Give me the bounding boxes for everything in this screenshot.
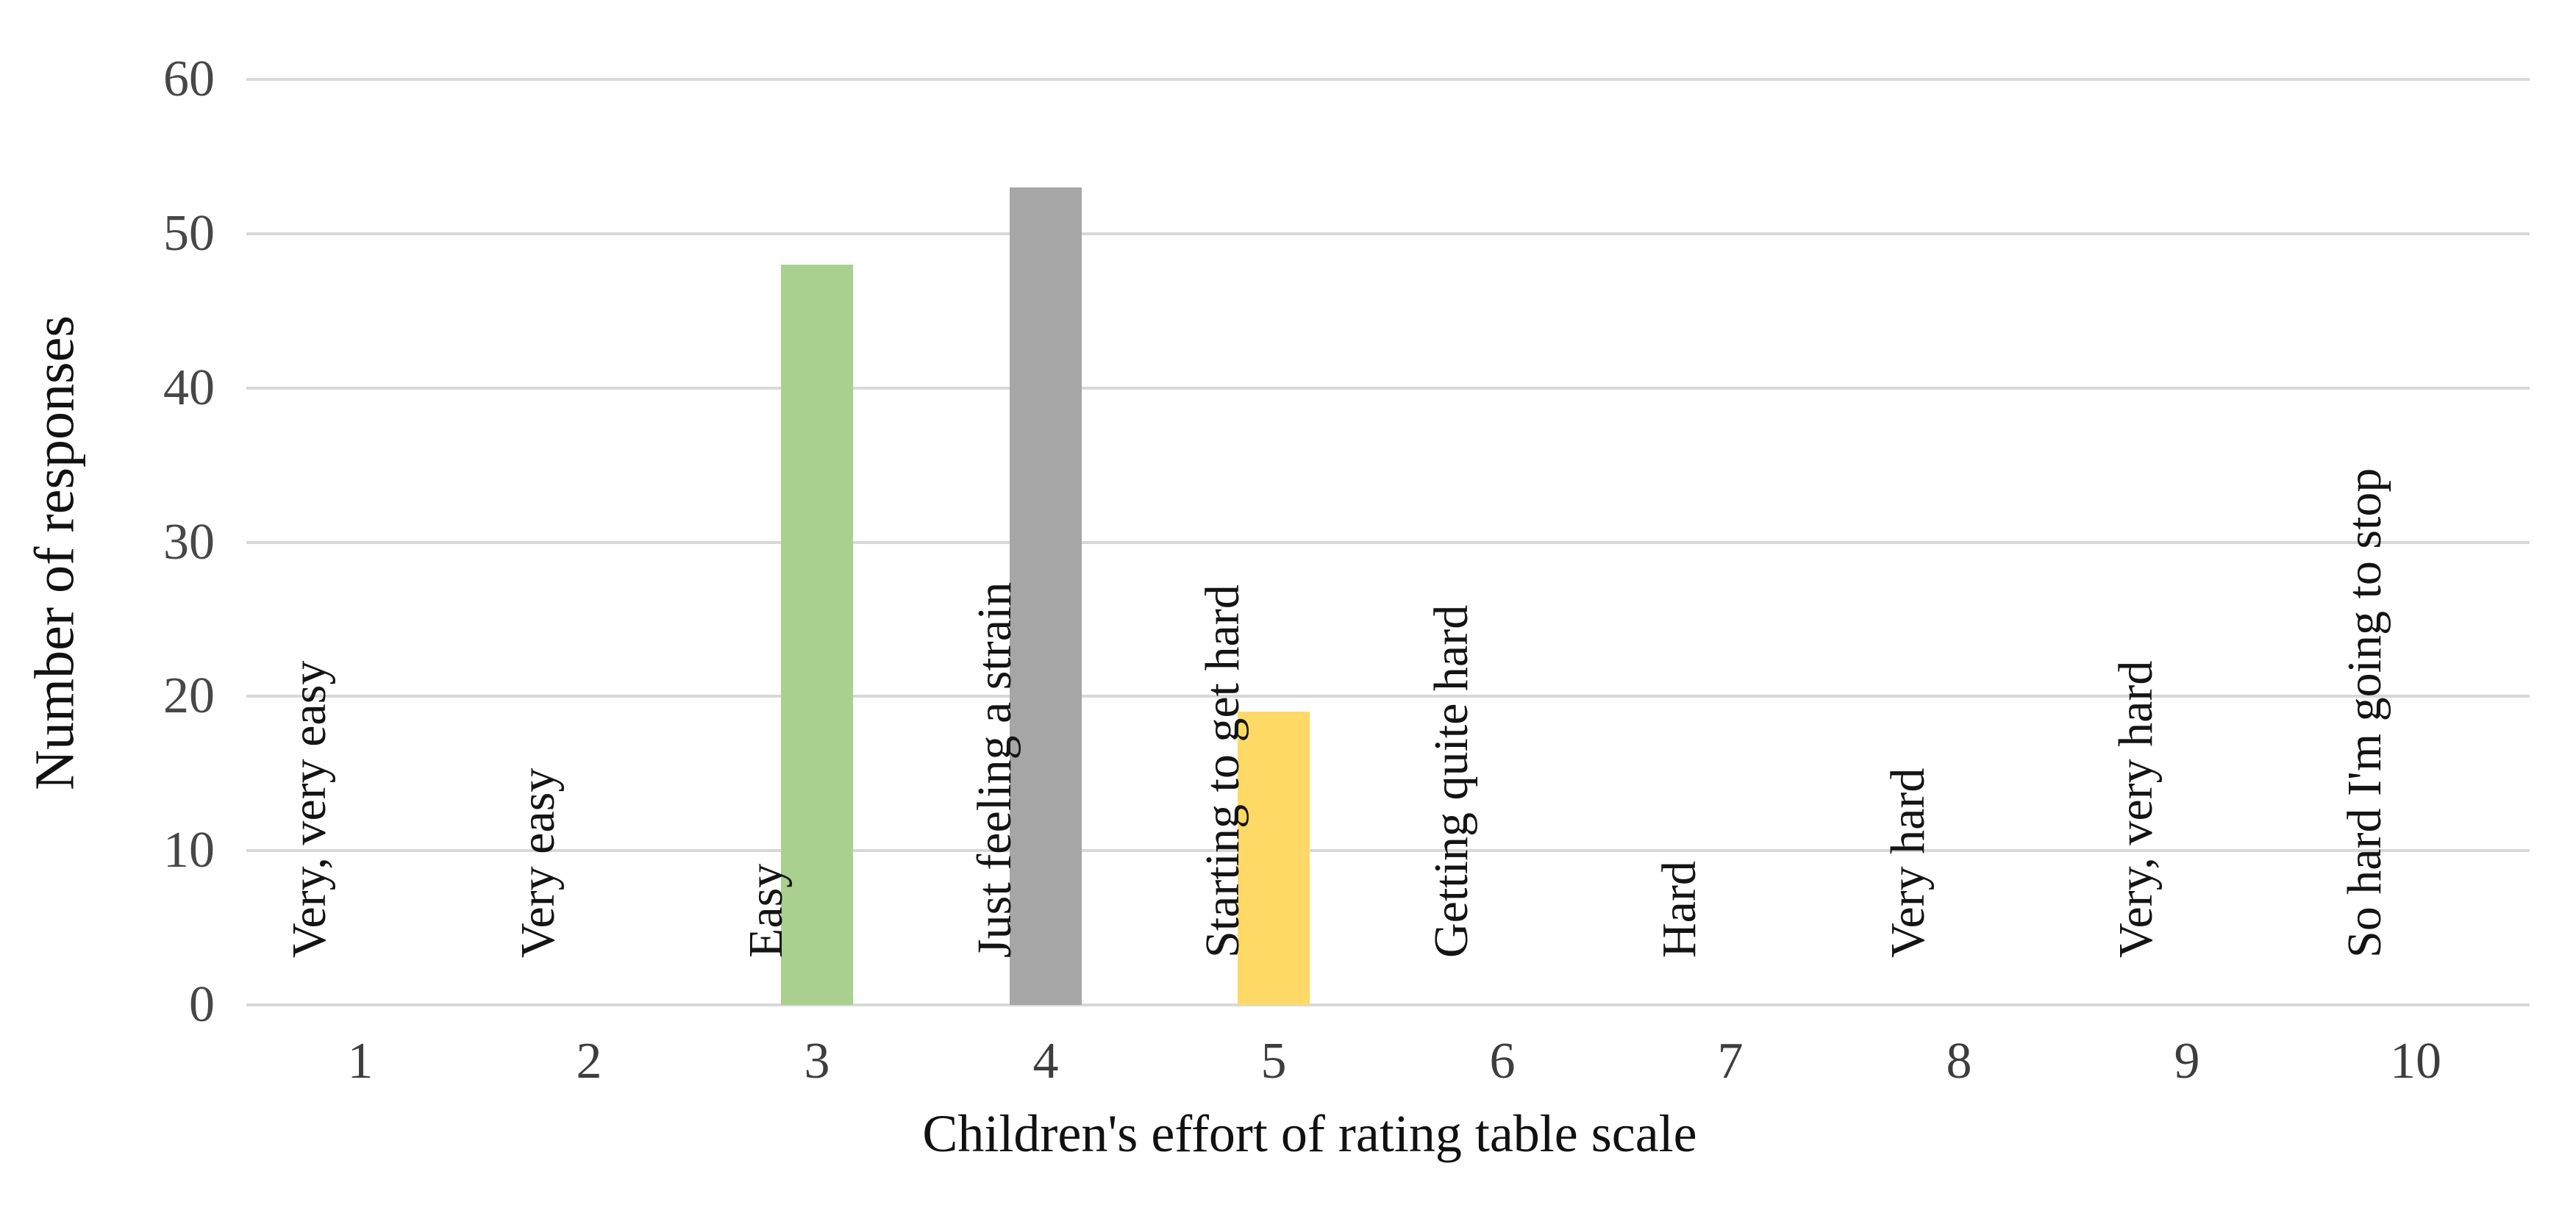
x-tick-label-10: 10: [2390, 1033, 2441, 1089]
y-tick-label-20: 20: [163, 668, 215, 724]
category-label-4: Just feeling a strain: [968, 582, 1021, 958]
gridline-y10: [246, 849, 2530, 852]
x-axis-title: Children's effort of rating table scale: [922, 1104, 1697, 1163]
gridline-y20: [246, 695, 2530, 698]
x-tick-label-2: 2: [576, 1033, 602, 1089]
gridline-y60: [246, 78, 2530, 81]
category-label-2: Very easy: [511, 767, 565, 958]
x-tick-label-6: 6: [1489, 1033, 1516, 1089]
gridline-y0: [246, 1003, 2530, 1006]
x-tick-label-8: 8: [1946, 1033, 1972, 1089]
gridline-y40: [246, 387, 2530, 390]
category-label-10: So hard I'm going to stop: [2338, 468, 2391, 958]
category-label-9: Very, very hard: [2109, 660, 2163, 958]
gridline-y30: [246, 541, 2530, 544]
y-tick-label-30: 30: [163, 514, 215, 570]
bar-4: [1010, 187, 1082, 1005]
category-label-3: Easy: [739, 863, 793, 958]
category-label-7: Hard: [1652, 861, 1706, 958]
y-tick-label-50: 50: [163, 205, 215, 262]
category-label-8: Very hard: [1881, 767, 1935, 958]
y-tick-label-60: 60: [163, 51, 215, 107]
category-label-1: Very, very easy: [282, 660, 336, 958]
bar-5: [1238, 712, 1310, 1005]
gridline-y50: [246, 232, 2530, 235]
x-tick-label-9: 9: [2174, 1033, 2200, 1089]
x-tick-label-7: 7: [1717, 1033, 1744, 1089]
y-tick-label-40: 40: [163, 359, 215, 416]
category-label-6: Getting quite hard: [1424, 604, 1478, 958]
bar-3: [781, 265, 853, 1005]
y-tick-label-10: 10: [163, 822, 215, 879]
y-tick-label-0: 0: [189, 976, 215, 1033]
x-tick-label-5: 5: [1260, 1033, 1287, 1089]
x-tick-label-1: 1: [347, 1033, 374, 1089]
x-tick-label-3: 3: [804, 1033, 830, 1089]
x-tick-label-4: 4: [1032, 1033, 1059, 1089]
category-label-5: Starting to get hard: [1196, 584, 1249, 958]
